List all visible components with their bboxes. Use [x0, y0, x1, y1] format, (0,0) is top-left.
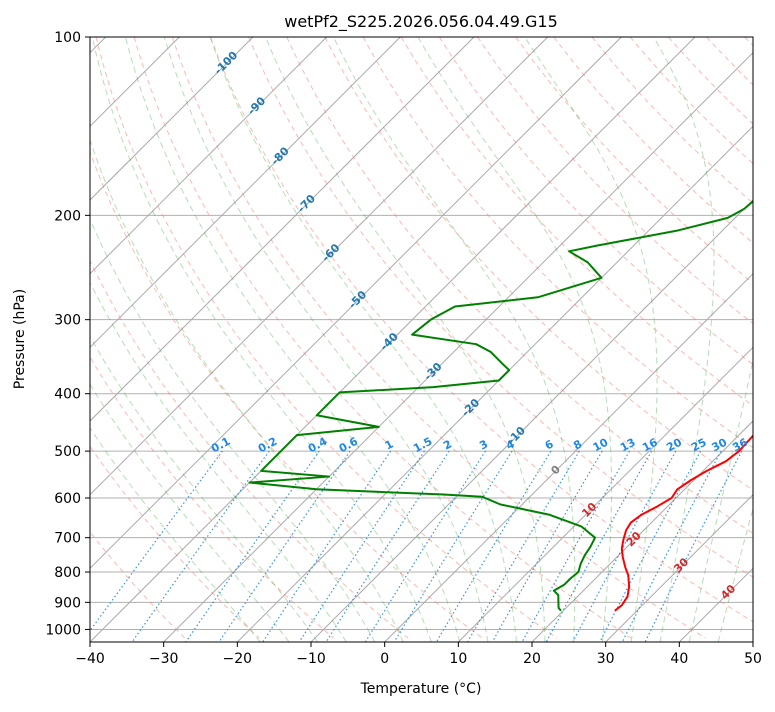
x-tick-label: −40 [75, 651, 105, 667]
y-axis-label: Pressure (hPa) [12, 289, 28, 389]
x-tick-label: 40 [670, 651, 688, 667]
x-axis-label: Temperature (°C) [360, 681, 482, 697]
y-tick-label: 900 [54, 595, 81, 611]
x-tick-label: 0 [380, 651, 389, 667]
x-tick-label: −10 [296, 651, 326, 667]
x-tick-label: −20 [223, 651, 253, 667]
x-tick-label: 30 [597, 651, 615, 667]
y-tick-label: 700 [54, 531, 81, 547]
y-tick-label: 200 [54, 208, 81, 224]
x-tick-label: 20 [523, 651, 541, 667]
x-tick-label: −30 [149, 651, 179, 667]
y-tick-label: 800 [54, 565, 81, 581]
chart-title: wetPf2_S225.2026.056.04.49.G15 [284, 12, 558, 32]
x-tick-label: 50 [744, 651, 762, 667]
x-tick-label: 10 [449, 651, 467, 667]
y-tick-label: 100 [54, 30, 81, 46]
y-tick-label: 300 [54, 313, 81, 329]
y-tick-label: 500 [54, 444, 81, 460]
y-tick-label: 400 [54, 387, 81, 403]
y-tick-label: 600 [54, 491, 81, 507]
y-tick-label: 1000 [45, 622, 81, 638]
